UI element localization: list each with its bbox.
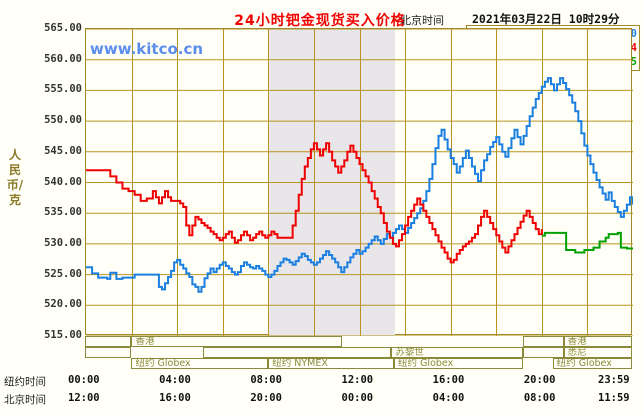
- y-axis-tick-label: 535.00: [44, 206, 82, 219]
- data-series-line: [86, 142, 543, 264]
- market-session-bars: 香港 香港 苏黎世 悉尼 纽约 Globex 纽约 NYMEX 纽约 Globex 纽约 Gl…: [85, 336, 632, 370]
- session-label: 纽约 Globex: [398, 358, 454, 369]
- x-axis-tick-label: 23:59: [598, 374, 630, 386]
- session-box: [85, 336, 132, 347]
- y-axis-tick-label: 565.00: [44, 22, 82, 34]
- session-label: 悉尼: [567, 347, 587, 358]
- x-axis-tick-label: 12:00: [341, 374, 374, 386]
- session-box: [131, 358, 269, 369]
- session-box: [394, 358, 523, 369]
- session-box: [391, 347, 523, 358]
- session-box: [85, 347, 132, 358]
- y-axis-tick-label: 545.00: [44, 144, 82, 157]
- chart-plot-area: [85, 28, 633, 336]
- x-axis-row-label: 纽约时间: [4, 376, 46, 388]
- y-axis-ticks: 565.00 560.00 555.00 550.00 545.00 540.00 535.…: [0, 0, 82, 416]
- beijing-time-label: 北京时间: [400, 14, 444, 27]
- y-axis-tick-label: 560.00: [44, 52, 82, 65]
- session-label: 纽约 NYMEX: [272, 358, 328, 369]
- x-axis-tick-label: 08:00: [523, 392, 556, 404]
- x-axis-tick-label: 08:00: [250, 374, 282, 386]
- x-axis-tick-label: 04:00: [159, 374, 191, 386]
- y-axis-unit-label: 人民币/克: [6, 148, 24, 207]
- x-axis-tick-label: 16:00: [159, 392, 191, 404]
- y-axis-tick-label: 555.00: [44, 83, 82, 96]
- x-axis-row-label: 北京时间: [4, 394, 46, 406]
- x-axis-tick-label: 20:00: [250, 392, 282, 404]
- x-axis-tick-label: 20:00: [523, 374, 556, 386]
- session-label: 纽约 Globex: [556, 358, 612, 369]
- data-series-line: [541, 231, 633, 254]
- session-box: [522, 347, 564, 358]
- kitco-watermark: www.kitco.cn: [90, 40, 204, 58]
- session-label: 苏黎世: [395, 347, 424, 358]
- x-axis-row-beijing: 北京时间 12:00 16:00 20:00 00:00 04:00 08:00 11:59: [0, 392, 643, 407]
- session-box: [563, 336, 632, 347]
- y-axis-tick-label: 540.00: [44, 175, 82, 188]
- session-box: [552, 358, 632, 369]
- session-box: [563, 347, 632, 358]
- x-axis-tick-label: 04:00: [432, 392, 465, 404]
- timestamp: 2021年03月22日 10时29分: [472, 12, 620, 26]
- price-chart-svg: [86, 29, 633, 336]
- page-title: 24小时钯金现货买入价格: [234, 13, 406, 29]
- x-axis-tick-label: 12:00: [68, 392, 100, 404]
- x-axis-tick-label: 11:59: [598, 392, 630, 404]
- y-axis-tick-label: 525.00: [44, 267, 82, 280]
- session-label: 纽约 Globex: [135, 358, 191, 369]
- session-label: 香港: [567, 336, 587, 347]
- session-box: [268, 358, 395, 369]
- data-series-line: [86, 77, 633, 293]
- y-axis-tick-label: 520.00: [44, 298, 82, 311]
- session-box: [522, 336, 564, 347]
- y-axis-tick-label: 550.00: [44, 114, 82, 127]
- y-axis-tick-label: 530.00: [44, 236, 82, 249]
- x-axis-tick-label: 16:00: [432, 374, 465, 386]
- x-axis-row-newyork: 纽约时间 00:00 04:00 08:00 12:00 16:00 20:00 23:59: [0, 374, 643, 389]
- session-box: [202, 347, 392, 358]
- x-axis-tick-label: 00:00: [68, 374, 100, 386]
- session-box: [131, 336, 343, 347]
- x-axis-tick-label: 00:00: [341, 392, 374, 404]
- y-axis-tick-label: 515.00: [44, 329, 82, 341]
- session-label: 香港: [135, 336, 155, 347]
